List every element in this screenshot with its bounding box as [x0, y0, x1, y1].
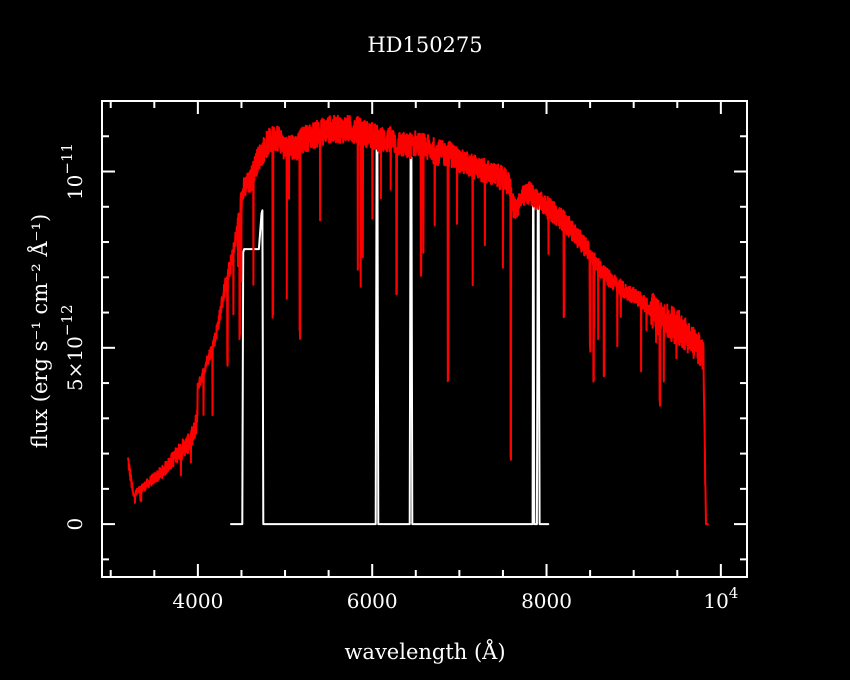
x-tick-label-base: 10 — [703, 589, 728, 613]
x-axis-label: wavelength (Å) — [344, 639, 505, 664]
y-tick-label: 10−11 — [58, 143, 87, 200]
x-tick-label-base: 4000 — [172, 589, 223, 613]
series-flux-line — [127, 114, 709, 526]
axis-ticks — [102, 101, 747, 577]
y-tick-label-base: 0 — [63, 518, 87, 531]
x-tick-label: 6000 — [347, 589, 398, 613]
x-tick-label: 104 — [703, 584, 738, 613]
y-tick-label-base: 10 — [63, 175, 87, 200]
y-tick-label: 5×10−12 — [58, 305, 87, 392]
y-tick-label-base: 5×10 — [63, 336, 87, 391]
y-tick-label-exponent: −11 — [58, 143, 76, 175]
x-tick-label: 4000 — [172, 589, 223, 613]
data-series-layer — [127, 114, 709, 526]
series-quality-line — [230, 149, 550, 526]
y-tick-label-exponent: −12 — [58, 305, 76, 337]
y-axis-label: flux (erg s⁻¹ cm⁻² Å⁻¹) — [27, 214, 52, 449]
x-tick-label-exponent: 4 — [729, 584, 739, 602]
chart-title: HD150275 — [367, 33, 482, 57]
plot-frame — [101, 100, 748, 578]
x-tick-label-base: 8000 — [521, 589, 572, 613]
x-tick-label-base: 6000 — [347, 589, 398, 613]
y-tick-label: 0 — [63, 518, 87, 531]
x-tick-label: 8000 — [521, 589, 572, 613]
